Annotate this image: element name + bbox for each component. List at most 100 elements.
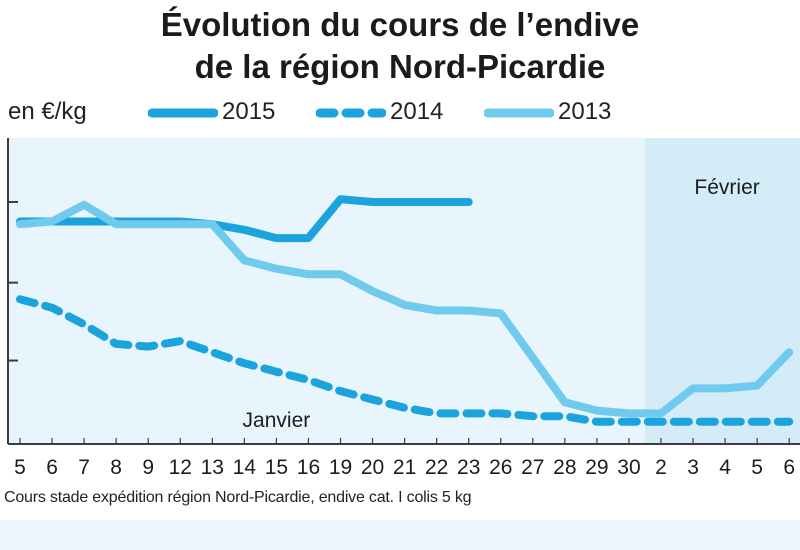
data-point-2014: [595, 420, 599, 424]
page-bottom-band: [0, 520, 800, 550]
data-point-2013: [723, 386, 727, 390]
data-point-2014: [787, 420, 791, 424]
legend-swatch-2013: [484, 108, 554, 118]
data-point-2014: [659, 420, 663, 424]
data-point-2013: [210, 222, 214, 226]
data-point-2013: [659, 411, 663, 415]
data-point-2015: [339, 197, 343, 201]
data-point-2015: [306, 236, 310, 240]
data-point-2014: [210, 350, 214, 354]
data-point-2014: [339, 389, 343, 393]
data-point-2014: [467, 411, 471, 415]
data-point-2013: [146, 222, 150, 226]
data-point-2013: [691, 386, 695, 390]
data-point-2013: [306, 272, 310, 276]
x-tick-label: 29: [585, 456, 608, 479]
legend-item-2015: 2015: [148, 98, 298, 128]
series-line-2015: [16, 195, 473, 243]
data-point-2013: [435, 308, 439, 312]
data-point-2013: [563, 400, 567, 404]
legend-item-2013: 2013: [484, 98, 634, 128]
data-point-2014: [723, 420, 727, 424]
data-point-2014: [50, 306, 54, 310]
x-tick-label: 20: [361, 456, 384, 479]
x-tick-label: 21: [393, 456, 416, 479]
data-point-2013: [467, 308, 471, 312]
data-point-2013: [114, 222, 118, 226]
x-tick-label: 23: [457, 456, 480, 479]
data-point-2014: [178, 339, 182, 343]
data-point-2013: [787, 350, 791, 354]
data-point-2015: [403, 200, 407, 204]
shaded-period-fevrier: [644, 138, 800, 444]
x-tick-label: 26: [489, 456, 512, 479]
data-point-2013: [242, 258, 246, 262]
series-line-2013: [16, 200, 794, 418]
data-point-2013: [50, 219, 54, 223]
x-tick-label: 5: [751, 456, 763, 479]
legend-label-2014: 2014: [390, 98, 444, 125]
x-tick-label: 2: [655, 456, 667, 479]
data-point-2014: [18, 297, 22, 301]
series-line-2014: [16, 295, 794, 426]
x-tick-label: 5: [14, 456, 26, 479]
x-tick-label: 30: [617, 456, 640, 479]
legend-swatch-2015: [148, 108, 218, 118]
data-point-2013: [371, 289, 375, 293]
data-point-2013: [531, 356, 535, 360]
data-point-2014: [82, 322, 86, 326]
data-point-2014: [146, 345, 150, 349]
x-tick-label: 8: [110, 456, 122, 479]
data-point-2013: [499, 311, 503, 315]
x-tick-label: 6: [783, 456, 795, 479]
x-tick-label: 4: [719, 456, 731, 479]
x-tick-label: 12: [169, 456, 192, 479]
data-point-2014: [627, 420, 631, 424]
data-point-2015: [242, 228, 246, 232]
data-point-2015: [435, 200, 439, 204]
x-tick-label: 19: [329, 456, 352, 479]
data-point-2014: [371, 397, 375, 401]
data-point-2015: [82, 219, 86, 223]
x-tick-label: 13: [201, 456, 224, 479]
chart-title: Évolution du cours de l’endive de la rég…: [0, 4, 800, 88]
x-tick-label: 22: [425, 456, 448, 479]
data-point-2013: [403, 303, 407, 307]
data-point-2015: [371, 200, 375, 204]
data-point-2013: [178, 222, 182, 226]
chart-title-line-2: de la région Nord-Picardie: [194, 48, 606, 85]
legend-label-2015: 2015: [222, 98, 276, 125]
x-tick-label: 7: [78, 456, 90, 479]
data-point-2013: [82, 203, 86, 207]
series-2013: [16, 200, 794, 418]
data-point-2014: [435, 411, 439, 415]
series-2014: [16, 295, 794, 426]
data-point-2014: [114, 342, 118, 346]
period-label-février: Février: [694, 176, 759, 199]
legend-item-2014: 2014: [316, 98, 466, 128]
data-point-2014: [242, 361, 246, 365]
x-tick-label: 6: [46, 456, 58, 479]
data-point-2013: [274, 267, 278, 271]
data-point-2013: [595, 409, 599, 413]
x-tick-label: 9: [142, 456, 154, 479]
data-point-2014: [274, 370, 278, 374]
data-point-2013: [339, 272, 343, 276]
data-point-2013: [755, 384, 759, 388]
chart-title-line-1: Évolution du cours de l’endive: [160, 6, 640, 43]
data-point-2014: [691, 420, 695, 424]
data-point-2013: [627, 411, 631, 415]
data-point-2014: [403, 406, 407, 410]
data-point-2014: [306, 378, 310, 382]
data-point-2015: [274, 236, 278, 240]
x-tick-label: 28: [553, 456, 576, 479]
legend-swatch-2014: [316, 108, 386, 118]
data-point-2013: [18, 222, 22, 226]
data-point-2014: [531, 414, 535, 418]
chart-caption: Cours stade expédition région Nord-Picar…: [4, 489, 472, 506]
x-tick-label: 14: [233, 456, 257, 479]
series-2015: [16, 195, 473, 243]
legend-label-2013: 2013: [558, 98, 612, 125]
period-label-janvier: Janvier: [243, 409, 311, 432]
